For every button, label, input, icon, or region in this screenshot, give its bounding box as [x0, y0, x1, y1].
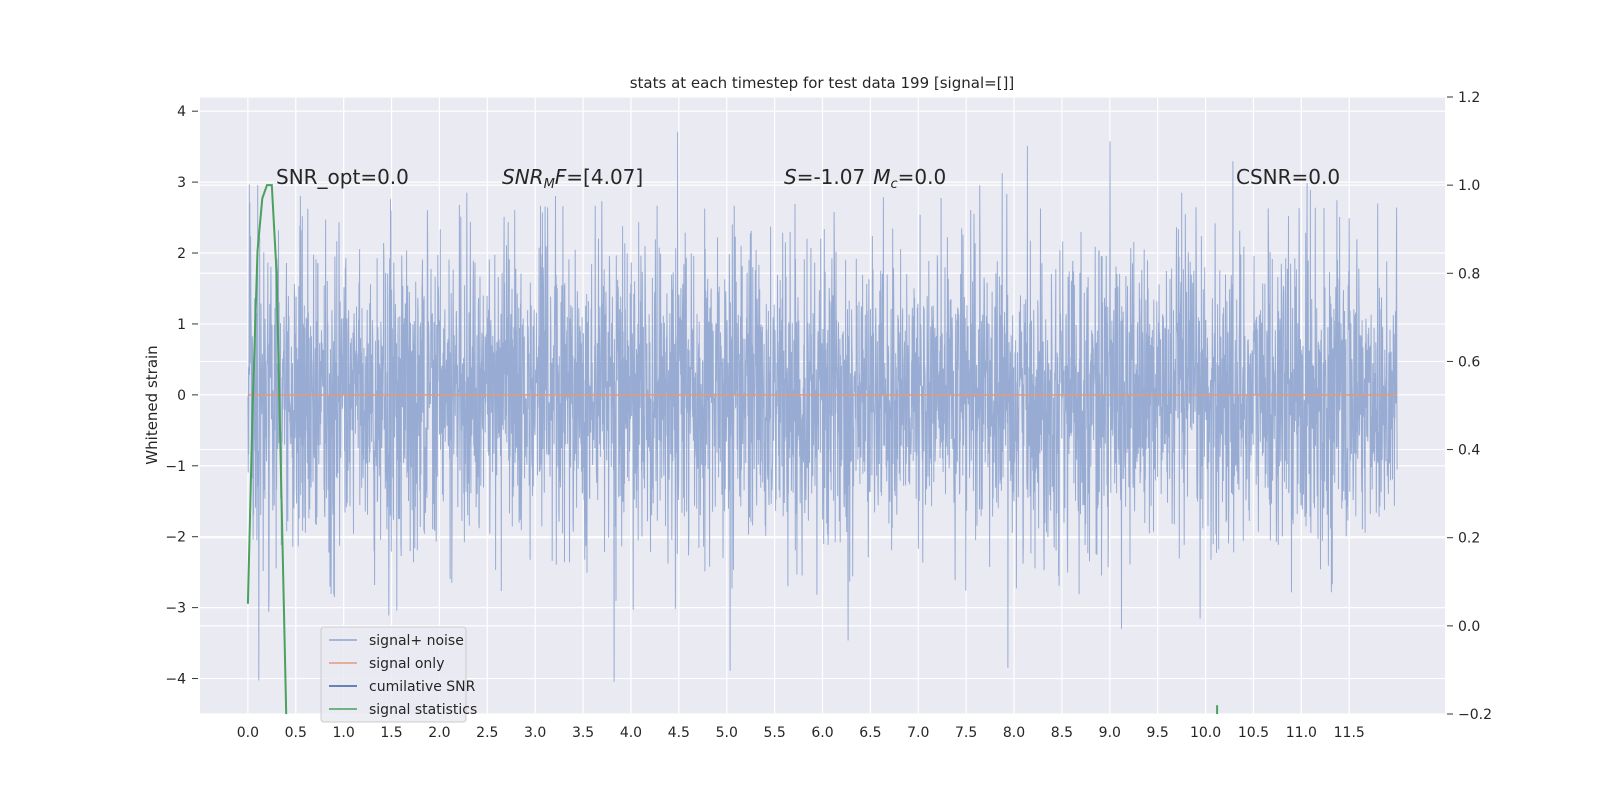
annotation-csnr: CSNR=0.0: [1236, 165, 1340, 189]
x-tick-label: 3.0: [524, 725, 546, 741]
y-tick-label: 4: [177, 104, 186, 120]
annotation-snr-opt: SNR_opt=0.0: [276, 165, 409, 189]
x-axis-ticks: 0.0 0.5 1.0 1.5 2.0 2.5 3.0 3.5 4.0 4.5 5.0 5.5 6.0 6…: [237, 725, 1365, 741]
x-tick-label: 5.5: [763, 725, 785, 741]
legend: signal+ noise signal only cumilative SNR…: [320, 626, 477, 723]
annotation-s-mc: S=-1.07 Mc=0.0: [784, 165, 946, 192]
x-tick-label: 11.0: [1286, 725, 1317, 741]
y-axis-label: Whitened strain: [143, 345, 161, 464]
y2-tick-label: −0.2: [1458, 707, 1492, 723]
x-tick-label: 1.5: [380, 725, 402, 741]
legend-label-cumilative-snr: cumilative SNR: [369, 679, 476, 695]
x-tick-label: 8.0: [1003, 725, 1025, 741]
x-tick-label: 10.0: [1190, 725, 1221, 741]
legend-label-signal-noise: signal+ noise: [369, 633, 464, 649]
x-tick-label: 7.5: [955, 725, 977, 741]
x-tick-label: 10.5: [1238, 725, 1269, 741]
legend-box: [320, 626, 467, 723]
legend-label-signal-statistics: signal statistics: [369, 702, 477, 718]
x-tick-label: 4.0: [620, 725, 642, 741]
y2-tick-label: 0.4: [1458, 443, 1480, 459]
chart-title: stats at each timestep for test data 199…: [630, 74, 1015, 92]
series-signal-statistics-line: [246, 184, 288, 714]
x-tick-label: 2.0: [428, 725, 450, 741]
x-tick-label: 6.5: [859, 725, 881, 741]
x-tick-label: 0.0: [237, 725, 259, 741]
x-tick-label: 0.5: [285, 725, 307, 741]
y2-tick-label: 1.2: [1458, 90, 1480, 106]
x-tick-label: 6.0: [811, 725, 833, 741]
y-tick-label: −3: [165, 601, 186, 617]
y2-axis-ticks: 1.2 1.0 0.8 0.6 0.4 0.2 0.0 −0.2: [1447, 90, 1492, 723]
x-tick-label: 1.0: [333, 725, 355, 741]
x-tick-label: 9.5: [1147, 725, 1169, 741]
x-tick-label: 2.5: [476, 725, 498, 741]
y-axis-ticks: 4 3 2 1 0 −1 −2 −3 −4: [165, 104, 198, 688]
x-tick-label: 4.5: [668, 725, 690, 741]
x-tick-label: 5.0: [716, 725, 738, 741]
y-tick-label: −2: [165, 530, 186, 546]
y-tick-label: 1: [177, 317, 186, 333]
y-tick-label: 3: [177, 175, 186, 191]
x-tick-label: 9.0: [1099, 725, 1121, 741]
y2-tick-label: 0.2: [1458, 531, 1480, 547]
y-tick-label: 0: [177, 388, 186, 404]
x-tick-label: 8.5: [1051, 725, 1073, 741]
y2-tick-label: 0.8: [1458, 266, 1480, 282]
y-tick-label: −1: [165, 459, 186, 475]
y-tick-label: 2: [177, 246, 186, 262]
legend-label-signal-only: signal only: [369, 656, 444, 672]
x-tick-label: 3.5: [572, 725, 594, 741]
y2-tick-label: 0.0: [1458, 619, 1480, 635]
x-tick-label: 11.5: [1334, 725, 1365, 741]
annotation-snr-mf: SNRMF=[4.07]: [502, 165, 643, 192]
series-signal-noise-line: [247, 131, 1398, 682]
y-tick-label: −4: [165, 672, 186, 688]
y2-tick-label: 0.6: [1458, 354, 1480, 370]
x-tick-label: 7.0: [907, 725, 929, 741]
y2-tick-label: 1.0: [1458, 178, 1480, 194]
